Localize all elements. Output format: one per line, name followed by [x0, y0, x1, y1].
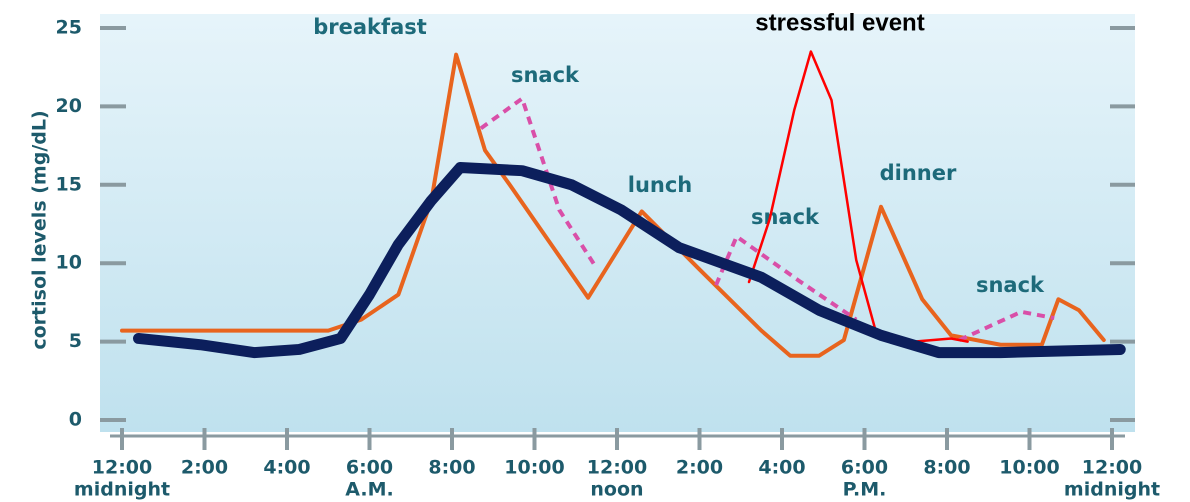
y-tick-label: 25 — [56, 17, 82, 39]
plot-background — [100, 14, 1135, 432]
x-tick-label: 2:00 — [181, 457, 228, 479]
series-line — [133, 162, 1126, 359]
x-tick-label: 10:00 — [504, 457, 564, 479]
y-tick-label: 5 — [69, 330, 82, 352]
x-tick-label: 2:00 — [676, 457, 723, 479]
x-tick-label: 12:00 — [587, 457, 647, 479]
x-tick-label: 6:00 — [841, 457, 888, 479]
x-tick-sublabel: midnight — [74, 479, 170, 501]
y-axis-label: cortisol levels (mg/dL) — [29, 110, 51, 349]
x-tick-label: 6:00 — [346, 457, 393, 479]
x-tick-label: 8:00 — [923, 457, 970, 479]
x-tick-label: 4:00 — [263, 457, 310, 479]
annotation: snack — [751, 205, 820, 229]
y-tick-label: 10 — [56, 252, 82, 274]
annotation: dinner — [880, 161, 957, 185]
y-tick-label: 20 — [56, 95, 82, 117]
y-tick-label: 0 — [69, 409, 82, 431]
y-tick-label: 15 — [56, 173, 82, 195]
x-tick-label: 12:00 — [92, 457, 152, 479]
series-line — [747, 50, 969, 343]
x-tick-sublabel: midnight — [1064, 479, 1160, 501]
annotation: stressful event — [755, 9, 924, 36]
annotation: lunch — [628, 173, 693, 197]
annotation: snack — [976, 273, 1045, 297]
x-tick-label: 8:00 — [428, 457, 475, 479]
x-tick-label: 12:00 — [1082, 457, 1142, 479]
x-tick-sublabel: A.M. — [345, 479, 393, 501]
x-tick-sublabel: noon — [590, 479, 643, 501]
x-tick-label: 4:00 — [758, 457, 805, 479]
annotation: breakfast — [313, 15, 427, 39]
series-line — [479, 96, 1055, 342]
x-tick-sublabel: P.M. — [843, 479, 887, 501]
series-line — [120, 52, 1106, 358]
annotation: snack — [511, 63, 580, 87]
x-tick-label: 10:00 — [999, 457, 1059, 479]
